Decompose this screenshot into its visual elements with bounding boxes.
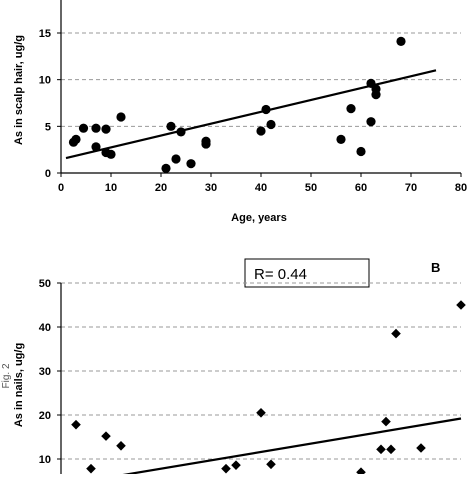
panel-a-y-tick-label: 10 [39,75,51,87]
panel-b-data-point [376,444,386,455]
panel-a-data-point [201,136,211,146]
panel-a-data-point [91,123,101,133]
panel-a-x-tick-label: 20 [155,182,167,194]
panel-b-y-tick-label: 40 [39,322,51,334]
panel-a-x-tick-label: 60 [355,182,367,194]
panel-a-data-point [176,127,186,137]
panel-b-y-tick-label: 20 [39,410,51,422]
panel-b-data-point [266,459,276,470]
panel-b-data-point [416,443,426,453]
panel-b-y-tick-label: 10 [39,454,51,466]
panel-a-data-point [101,124,111,134]
panel-b-data-point [221,463,231,474]
panel-a-data-point [261,104,271,115]
panel-a-x-tick-label: 80 [455,182,467,194]
panel-a-data-point [256,126,266,136]
panel-b-y-tick-label: 50 [39,278,51,290]
panel-a-data-point [91,142,101,152]
panel-b-data-point [231,460,241,470]
panel-a-data-point [166,121,176,131]
panel-b-data-point [86,463,96,474]
panel-a-data-point [366,117,376,127]
panel-b-y-axis-label: As in nails, ug/g [13,343,25,427]
panel-a-data-point [106,149,116,159]
panel-a-data-point [396,36,406,47]
correlation-box [244,258,370,288]
panel-b-data-point [116,441,126,451]
figure-label: Fig. 2 [1,363,12,388]
panel-a-data-point [171,154,181,164]
panel-a-x-tick-label: 0 [58,182,64,194]
panel-a-y-tick-label: 5 [45,121,51,133]
panel-b-y-tick-label: 30 [39,366,51,378]
panel-a-data-point [371,84,381,94]
panel-b-data-point [101,431,111,441]
panel-a-data-point [161,163,171,173]
panel-b-data-point [381,416,391,427]
panel-a-y-axis-label: As in scalp hair, ug/g [13,35,25,145]
panel-a-data-point [78,123,89,133]
panel-b-data-point [256,408,266,418]
panel-a-data-point [336,134,346,144]
panel-a-x-tick-label: 40 [255,182,267,194]
panel-b-data-point [71,419,81,430]
panel-b-data-point [456,300,466,310]
panel-a-data-point [186,159,196,169]
panel-a-data-point [266,119,276,130]
panel-a-x-axis-label: Age, years [231,212,287,224]
panel-b-data-point [391,328,401,339]
panel-b-data-point [386,444,396,455]
panel-a-data-point [71,134,81,144]
panel-a-data-point [356,146,366,157]
panel-a-x-tick-label: 30 [205,182,217,194]
correlation-annotation: R= 0.44 [254,266,307,283]
panel-b-data-point [356,467,366,477]
panel-a-data-point [346,104,356,114]
panel-a-x-tick-label: 70 [405,182,417,194]
panel-a-y-tick-label: 0 [45,168,51,180]
panel-a-y-tick-label: 15 [39,28,51,40]
panel-a-x-tick-label: 10 [105,182,117,194]
panel-b-letter: B [431,260,440,275]
panel-a-x-tick-label: 50 [305,182,317,194]
panel-a-data-point [116,112,126,122]
